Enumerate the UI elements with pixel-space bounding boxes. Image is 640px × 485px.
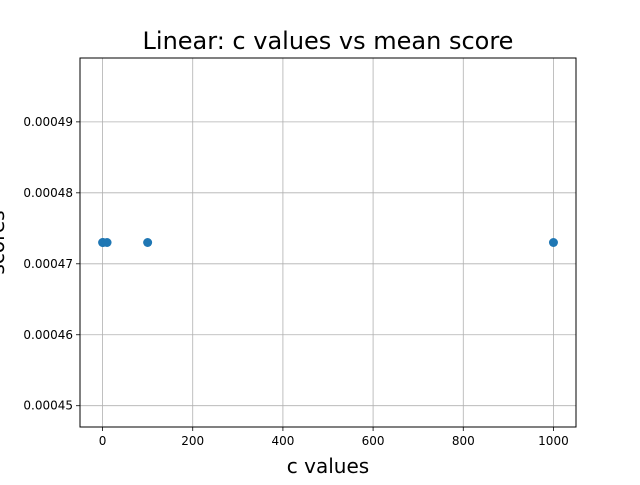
- y-tick-label: 0.00046: [23, 328, 73, 342]
- x-tick-label: 800: [452, 434, 475, 448]
- x-axis-label: c values: [287, 454, 369, 478]
- x-tick-label: 400: [271, 434, 294, 448]
- plot-frame: [79, 57, 577, 428]
- y-axis-ticks: 0.00045 0.00046 0.00047 0.00048 0.00049: [23, 115, 80, 413]
- y-tick-label: 0.00049: [23, 115, 73, 129]
- y-tick-label: 0.00045: [23, 399, 73, 413]
- y-axis-label: scores: [0, 210, 9, 274]
- data-points: [98, 238, 558, 247]
- x-tick-label: 0: [99, 434, 107, 448]
- data-point: [548, 238, 558, 247]
- y-tick-label: 0.00048: [23, 186, 73, 200]
- chart-title: Linear: c values vs mean score: [143, 27, 514, 55]
- x-axis-ticks: 0 200 400 600 800 1000: [99, 427, 569, 448]
- grid-lines: [80, 58, 576, 427]
- y-tick-label: 0.00047: [23, 257, 73, 271]
- x-tick-label: 600: [362, 434, 385, 448]
- x-tick-label: 1000: [538, 434, 569, 448]
- x-tick-label: 200: [181, 434, 204, 448]
- data-point: [102, 238, 112, 247]
- plot-area: [80, 58, 576, 427]
- data-point: [143, 238, 153, 247]
